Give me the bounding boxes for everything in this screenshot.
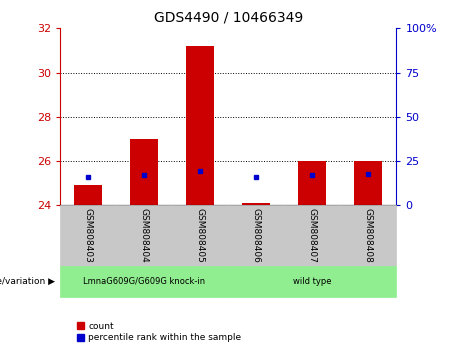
- Text: LmnaG609G/G609G knock-in: LmnaG609G/G609G knock-in: [83, 277, 205, 286]
- Bar: [355, 161, 383, 205]
- Text: GSM808404: GSM808404: [140, 208, 148, 263]
- Text: genotype/variation ▶: genotype/variation ▶: [0, 277, 55, 286]
- Text: GSM808406: GSM808406: [252, 208, 261, 263]
- Bar: [298, 161, 326, 205]
- Text: GSM808408: GSM808408: [364, 208, 373, 263]
- Text: GSM808403: GSM808403: [83, 208, 93, 263]
- Bar: [242, 203, 270, 205]
- Title: GDS4490 / 10466349: GDS4490 / 10466349: [154, 10, 303, 24]
- Bar: [186, 46, 214, 205]
- Bar: [74, 185, 102, 205]
- Text: GSM808405: GSM808405: [195, 208, 205, 263]
- Legend: count, percentile rank within the sample: count, percentile rank within the sample: [74, 318, 245, 346]
- Text: GSM808407: GSM808407: [308, 208, 317, 263]
- Bar: [130, 139, 158, 205]
- Text: wild type: wild type: [293, 277, 331, 286]
